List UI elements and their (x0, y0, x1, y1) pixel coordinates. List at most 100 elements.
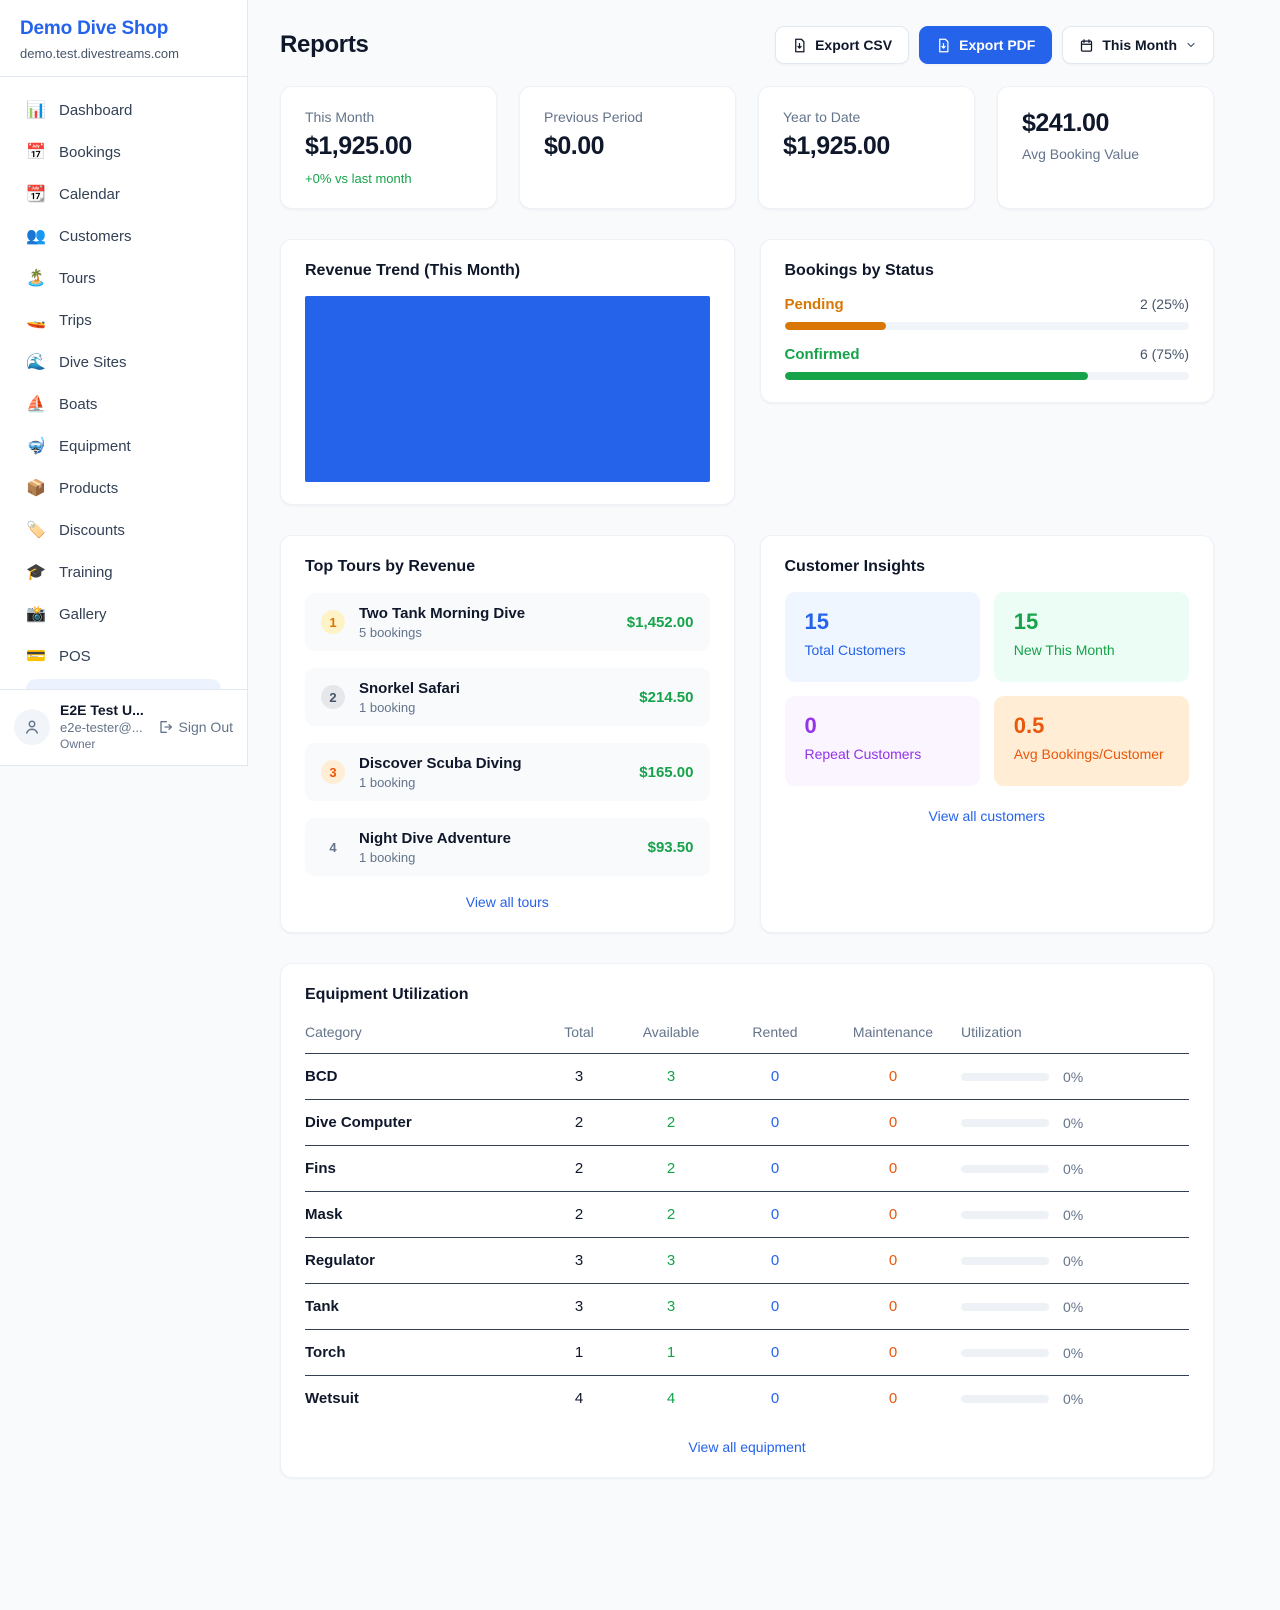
sidebar-item-products[interactable]: 📦 Products (26, 479, 119, 498)
equipment-maintenance: 0 (888, 1344, 898, 1361)
utilization-bar (961, 1302, 1049, 1311)
insight-tile-total-customers: 15 Total Customers (784, 592, 980, 682)
equipment-category: Torch (305, 1344, 346, 1361)
equipment-rented: 0 (770, 1252, 780, 1269)
equipment-maintenance: 0 (888, 1390, 898, 1407)
tour-bookings: 1 booking (359, 699, 416, 715)
status-count: 6 (75%) (1139, 346, 1189, 362)
equipment-total: 3 (574, 1252, 584, 1269)
progress-track (784, 372, 1189, 380)
tour-name: Discover Scuba Diving (359, 754, 522, 772)
stat-value: $1,925.00 (305, 132, 412, 160)
sidebar-item-trips[interactable]: 🚤 Trips (26, 311, 92, 330)
sidebar-item-calendar[interactable]: 📆 Calendar (26, 185, 120, 204)
sign-out-button[interactable]: Sign Out (157, 719, 233, 735)
table-row: Dive Computer 2 2 0 0 0% (305, 1100, 1189, 1146)
sidebar-item-boats[interactable]: ⛵ Boats (26, 395, 98, 414)
bookings-by-status-card: Bookings by Status Pending 2 (25%) Confi… (759, 239, 1214, 403)
equipment-maintenance: 0 (888, 1298, 898, 1315)
sidebar-item-equipment[interactable]: 🤿 Equipment (26, 437, 131, 456)
tour-name: Snorkel Safari (359, 679, 460, 697)
sidebar-item-reports-clipped[interactable] (26, 679, 221, 689)
tour-name: Two Tank Morning Dive (359, 604, 526, 622)
view-all-customers-link[interactable]: View all customers (928, 808, 1045, 824)
equipment-category: BCD (305, 1068, 338, 1085)
utilization-percent: 0% (1063, 1298, 1084, 1315)
tour-bookings: 5 bookings (359, 624, 422, 640)
equipment-available: 2 (666, 1160, 676, 1177)
calendar-icon: 📆 (26, 186, 46, 203)
equipment-maintenance: 0 (888, 1114, 898, 1131)
progress-fill (784, 372, 1088, 380)
view-all-tours-link[interactable]: View all tours (465, 894, 549, 910)
sidebar-item-dashboard[interactable]: 📊 Dashboard (26, 101, 133, 120)
stat-label: Avg Booking Value (1022, 146, 1140, 162)
customer-insights-title: Customer Insights (784, 558, 925, 575)
sidebar-item-bookings[interactable]: 📅 Bookings (26, 143, 121, 162)
view-all-equipment-link[interactable]: View all equipment (688, 1439, 806, 1455)
diving-mask-icon: 🤿 (26, 438, 46, 455)
speedboat-icon: 🚤 (26, 312, 46, 329)
insight-label: Repeat Customers (804, 746, 922, 762)
sidebar-item-training[interactable]: 🎓 Training (26, 563, 113, 582)
shop-subdomain: demo.test.divestreams.com (20, 46, 179, 61)
equipment-rented: 0 (770, 1206, 780, 1223)
insight-value: 15 (1013, 609, 1039, 634)
shop-header: Demo Dive Shop demo.test.divestreams.com (0, 0, 247, 77)
column-header: Maintenance (852, 1024, 934, 1040)
equipment-available: 1 (666, 1344, 676, 1361)
sidebar-item-customers[interactable]: 👥 Customers (26, 227, 132, 246)
equipment-utilization-title: Equipment Utilization (305, 986, 469, 1003)
progress-fill (784, 322, 886, 330)
tour-revenue: $1,452.00 (626, 613, 694, 631)
tour-revenue: $214.50 (639, 688, 694, 706)
stat-card-this-month: This Month $1,925.00 +0% vs last month (280, 86, 497, 209)
list-item[interactable]: 1 Two Tank Morning Dive 5 bookings $1,45… (305, 593, 710, 651)
utilization-cell: 0% (959, 1115, 1189, 1131)
main-content: Reports Export CSV Export PDF This Month (248, 0, 1280, 1518)
equipment-category: Tank (305, 1298, 339, 1315)
utilization-bar (961, 1072, 1049, 1081)
bookings-calendar-icon: 📅 (26, 144, 46, 161)
table-row: Torch 1 1 0 0 0% (305, 1330, 1189, 1376)
table-header: Category Total Available Rented Maintena… (305, 1010, 1189, 1054)
list-item[interactable]: 2 Snorkel Safari 1 booking $214.50 (305, 668, 710, 726)
sidebar-item-tours[interactable]: 🏝️ Tours (26, 269, 96, 288)
equipment-utilization-card: Equipment Utilization Category Total Ava… (280, 963, 1214, 1478)
equipment-available: 3 (666, 1252, 676, 1269)
sidebar-item-pos[interactable]: 💳 POS (26, 647, 91, 666)
sidebar-item-discounts[interactable]: 🏷️ Discounts (26, 521, 125, 540)
period-dropdown[interactable]: This Month (1062, 26, 1214, 64)
file-download-icon (795, 38, 805, 52)
export-csv-button[interactable]: Export CSV (775, 26, 910, 64)
utilization-cell: 0% (959, 1345, 1189, 1361)
utilization-cell: 0% (959, 1253, 1189, 1269)
equipment-maintenance: 0 (888, 1068, 898, 1085)
sidebar-item-dive-sites[interactable]: 🌊 Dive Sites (26, 353, 127, 372)
utilization-cell: 0% (959, 1299, 1189, 1315)
stat-label: Previous Period (544, 109, 643, 125)
utilization-percent: 0% (1063, 1068, 1084, 1085)
equipment-category: Mask (305, 1206, 343, 1223)
tour-bookings: 1 booking (359, 774, 416, 790)
header-actions: Export CSV Export PDF This Month (775, 26, 1214, 64)
utilization-percent: 0% (1063, 1390, 1084, 1407)
rank-badge: 2 (321, 685, 345, 709)
list-item[interactable]: 3 Discover Scuba Diving 1 booking $165.0… (305, 743, 710, 801)
equipment-available: 4 (666, 1390, 676, 1407)
table-row: Tank 3 3 0 0 0% (305, 1284, 1189, 1330)
status-label: Pending (784, 296, 844, 313)
equipment-category: Wetsuit (305, 1390, 359, 1407)
avatar (14, 708, 50, 745)
equipment-total: 3 (574, 1298, 584, 1315)
sidebar-item-gallery[interactable]: 📸 Gallery (26, 605, 107, 624)
bookings-by-status-title: Bookings by Status (784, 262, 934, 279)
list-item[interactable]: 4 Night Dive Adventure 1 booking $93.50 (305, 818, 710, 876)
tour-revenue: $165.00 (639, 763, 694, 781)
stat-value: $241.00 (1022, 109, 1109, 137)
utilization-bar (961, 1256, 1049, 1265)
sign-out-icon (159, 720, 172, 733)
utilization-bar (961, 1210, 1049, 1219)
table-row: Regulator 3 3 0 0 0% (305, 1238, 1189, 1284)
export-pdf-button[interactable]: Export PDF (919, 26, 1053, 64)
